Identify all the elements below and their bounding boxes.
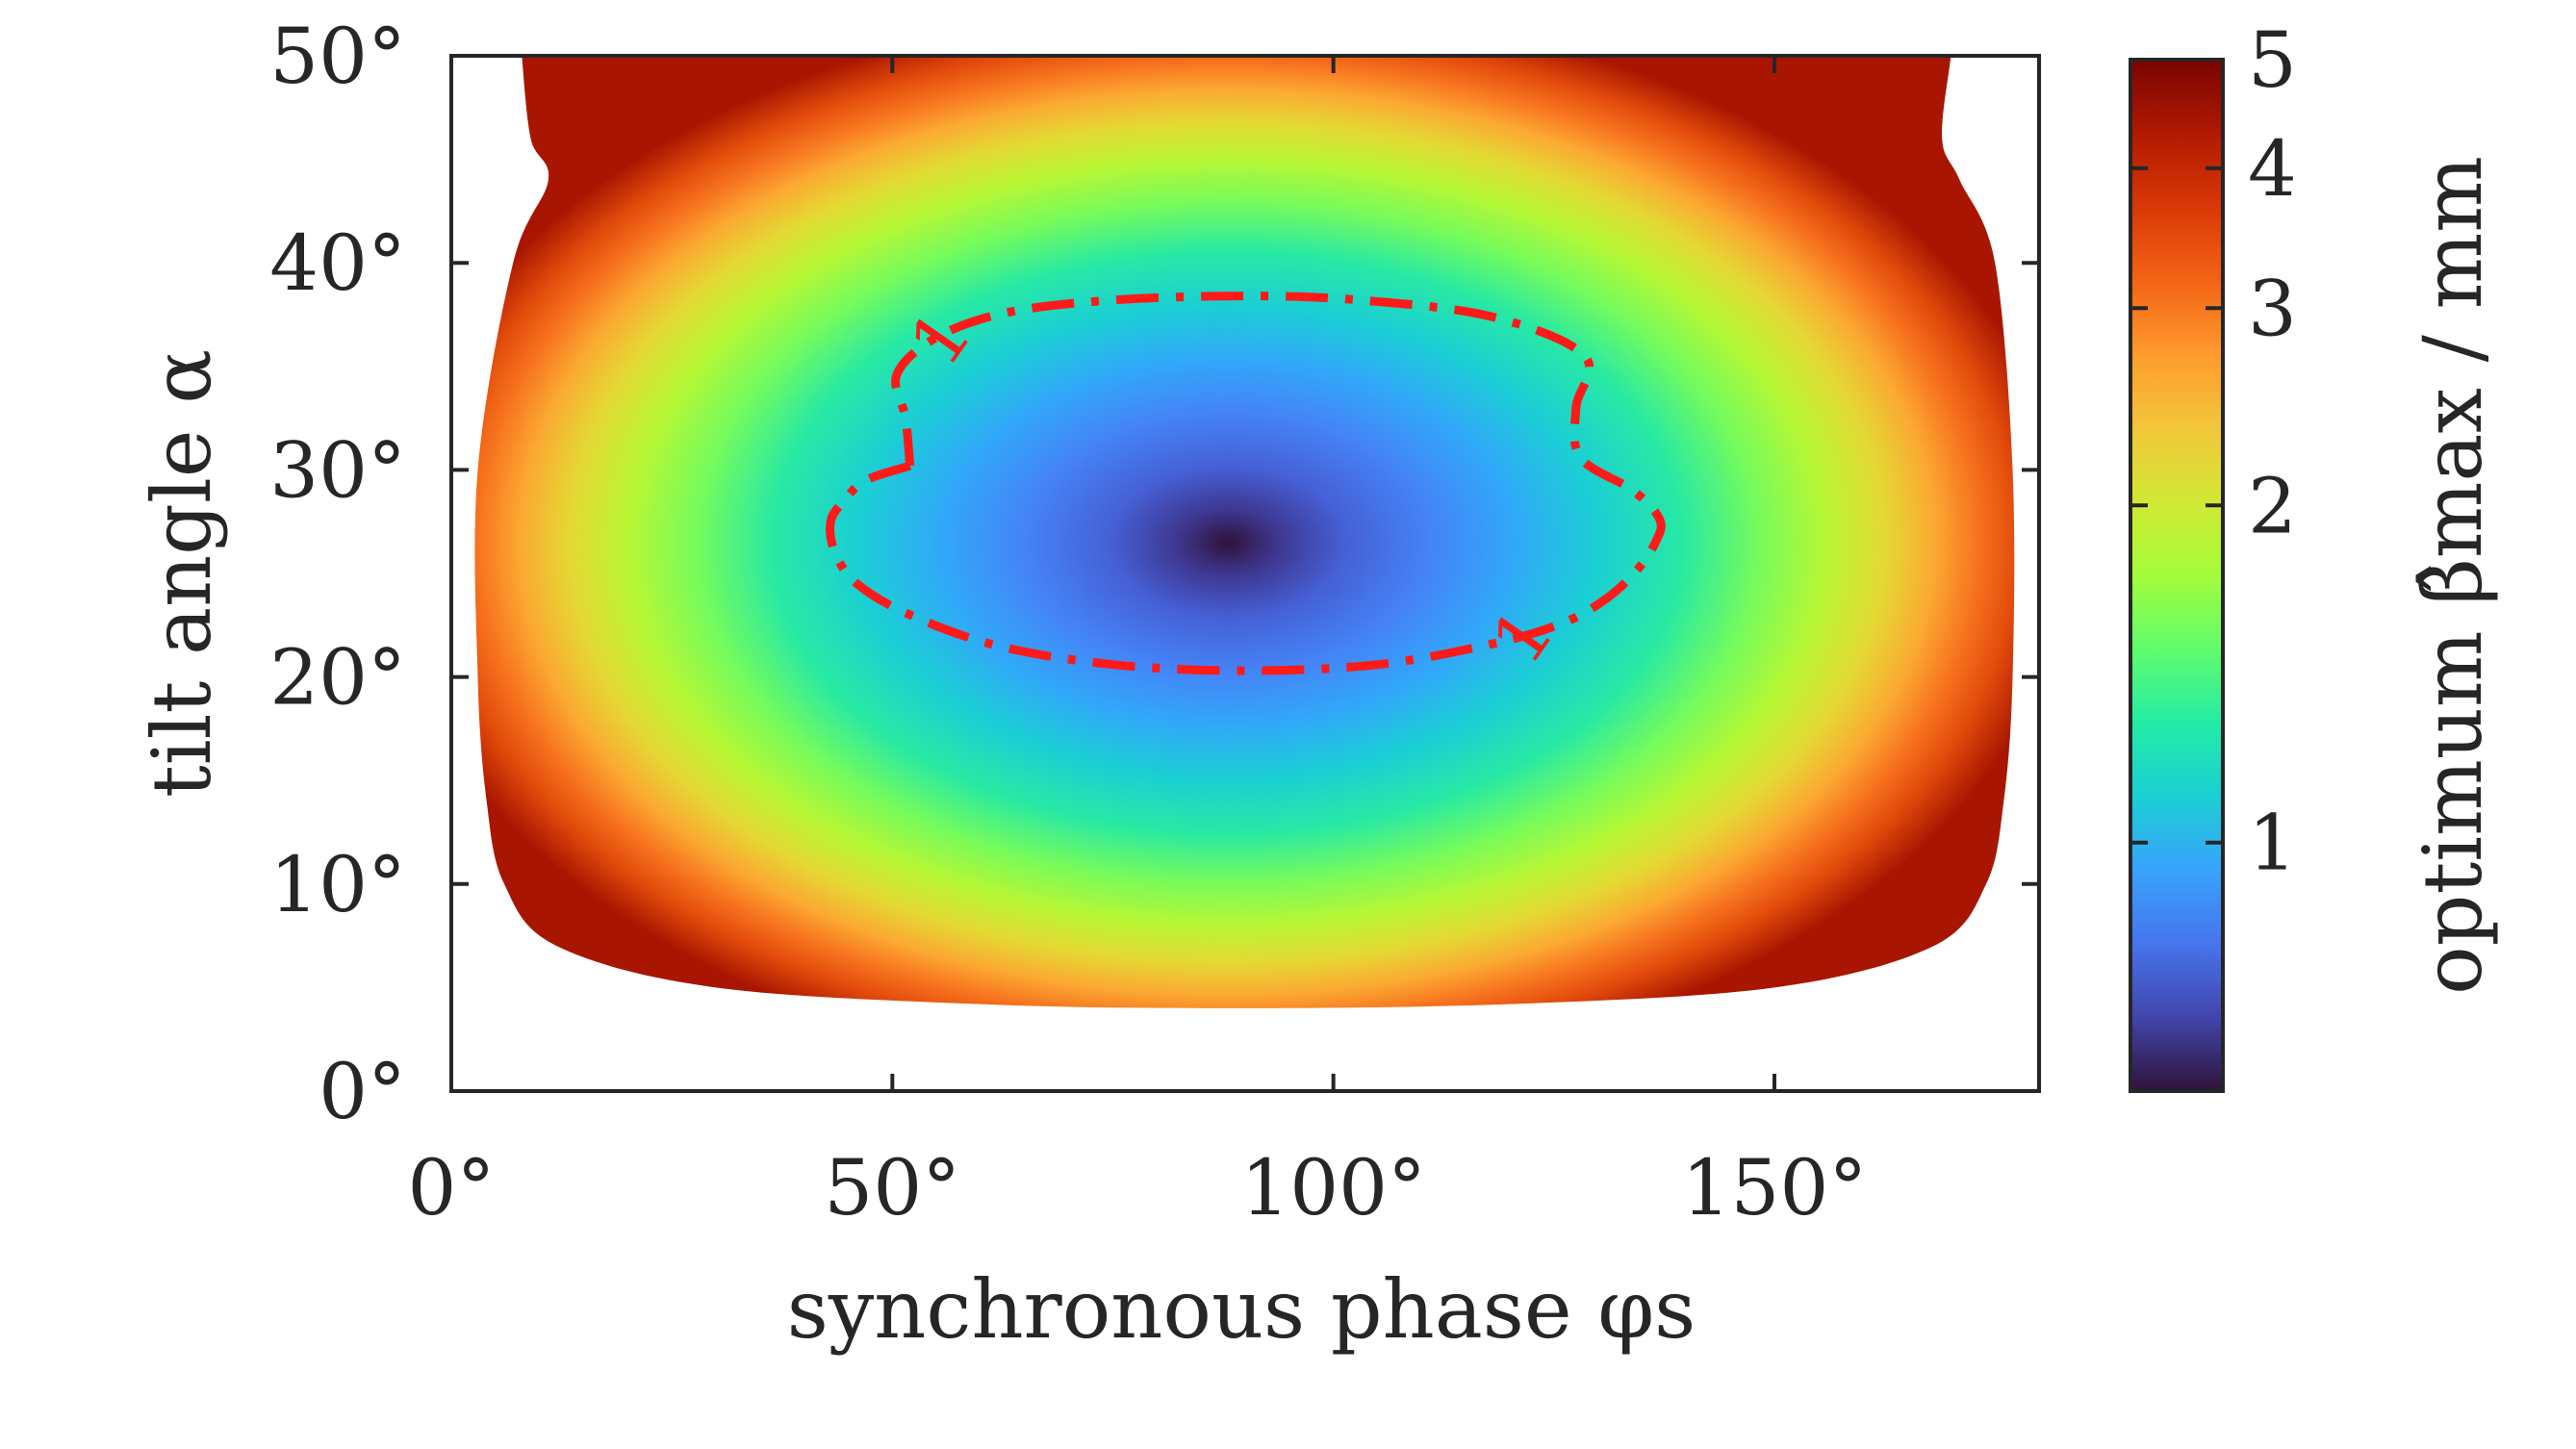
y-tick-label: 50° — [269, 12, 406, 101]
colorbar-tick-label: 5 — [2248, 15, 2297, 105]
colorbar-tick-label: 1 — [2248, 799, 2297, 888]
y-tick-label: 30° — [269, 425, 406, 515]
colorbar — [2129, 58, 2225, 1093]
colorbar-ticks: 1 2 3 4 5 — [2130, 15, 2297, 888]
y-tick-label: 40° — [269, 218, 406, 308]
colorbar-tick-label: 4 — [2248, 124, 2297, 214]
y-tick-label: 20° — [269, 633, 406, 723]
colorbar-label: optimum β̂max / mm — [2406, 156, 2500, 995]
x-axis-label: synchronous phase φs — [787, 1262, 1696, 1357]
plot-frame — [449, 54, 2041, 1093]
x-tick-label: 150° — [1682, 1143, 1868, 1233]
y-tick-label: 0° — [319, 1047, 406, 1136]
y-axis-label: tilt angle α — [135, 349, 229, 798]
x-tick-label: 50° — [824, 1143, 960, 1233]
contour-line-level-1 — [826, 292, 1666, 675]
y-tick-label: 10° — [269, 840, 406, 929]
colorbar-tick-label: 3 — [2248, 264, 2297, 353]
x-axis-ticks: 0° 50° 100° 150° — [408, 56, 1868, 1233]
x-tick-label: 0° — [408, 1143, 496, 1233]
y-axis-ticks: 0° 10° 20° 30° 40° 50° — [269, 12, 2039, 1136]
heatmap-area — [451, 56, 2039, 1008]
x-tick-label: 100° — [1240, 1143, 1426, 1233]
colorbar-tick-label: 2 — [2248, 461, 2297, 550]
heatmap-field — [451, 56, 2039, 1008]
